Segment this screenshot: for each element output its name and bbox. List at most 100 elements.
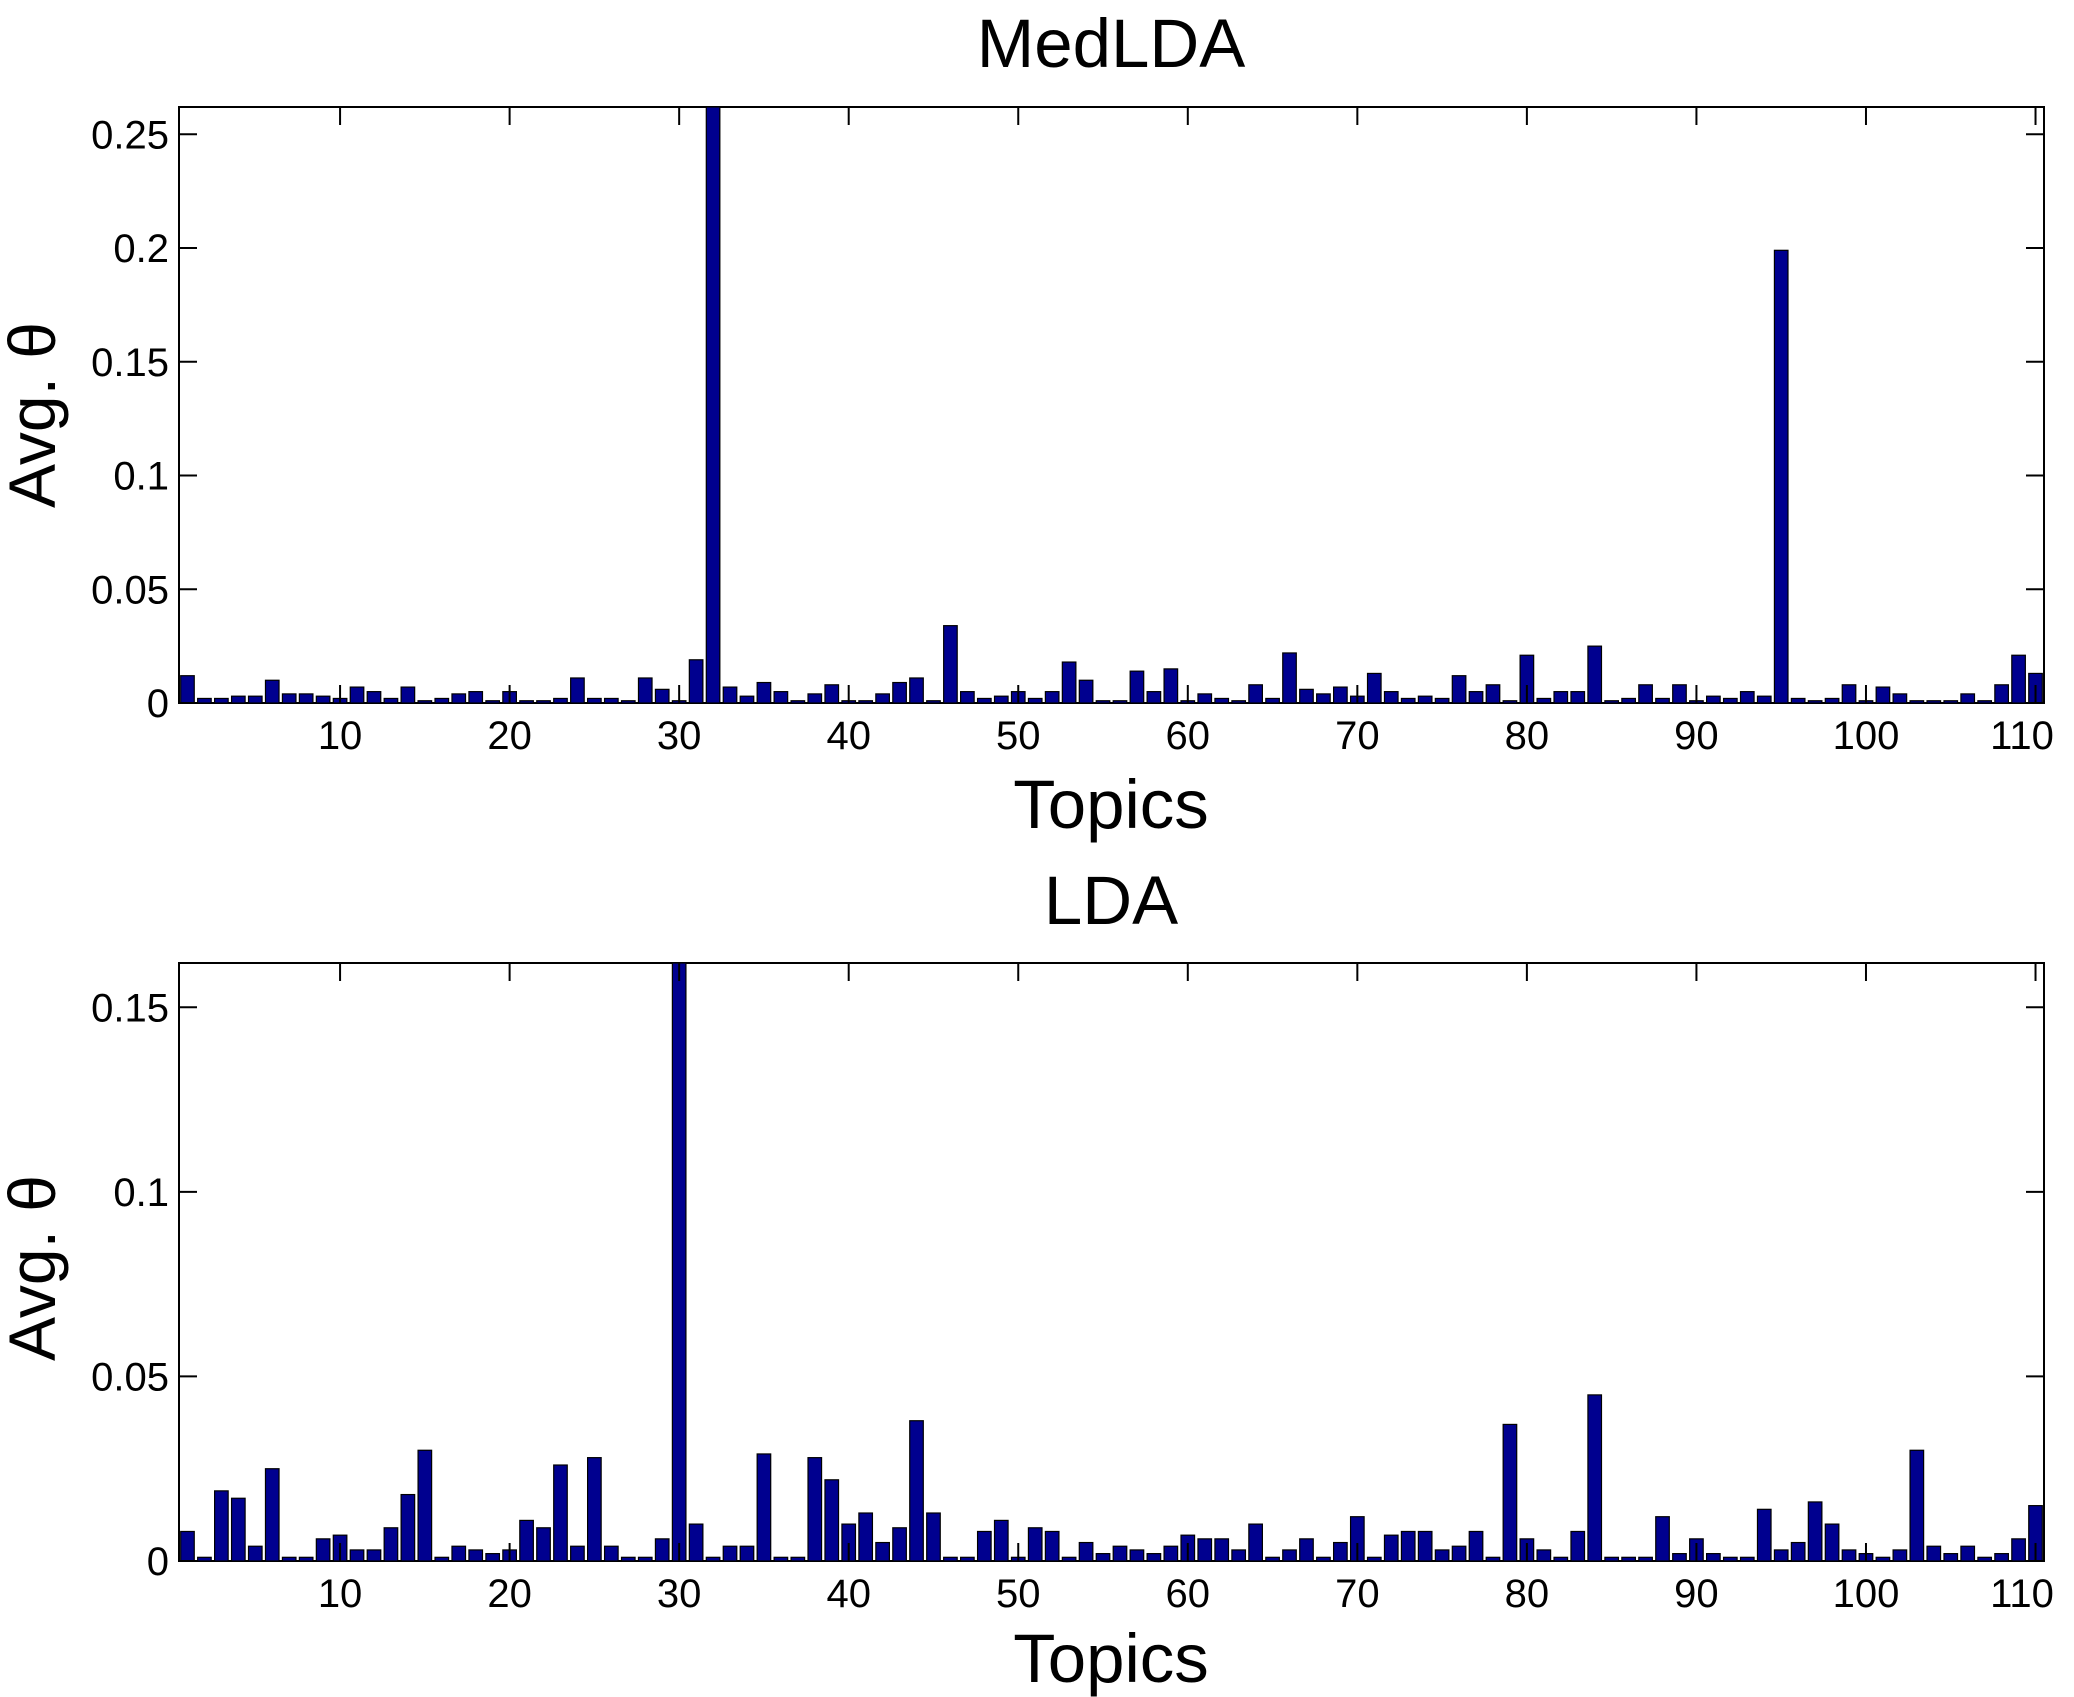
bar-topic-107: [1977, 700, 1993, 704]
bar-topic-58: [1146, 1553, 1162, 1562]
bar-topic-14: [400, 1493, 416, 1562]
bar-series: [180, 106, 2043, 704]
bar-topic-15: [417, 1449, 433, 1562]
bar-topic-63: [1231, 1549, 1247, 1562]
bar-topic-54: [1078, 679, 1094, 704]
bar-topic-97: [1807, 700, 1823, 704]
bar-topic-64: [1248, 1523, 1263, 1562]
bar-topic-92: [1722, 1556, 1738, 1562]
bar-topic-69: [1332, 686, 1348, 704]
x-tick-label: 90: [1674, 1572, 1719, 1616]
bar-topic-7: [281, 1556, 297, 1562]
bar-topic-3: [214, 1490, 229, 1562]
bar-topic-52: [1044, 691, 1060, 704]
bar-topic-95: [1773, 1549, 1789, 1562]
bar-topic-103: [1909, 700, 1925, 704]
bar-topic-75: [1434, 1549, 1450, 1562]
bar-topic-97: [1807, 1501, 1823, 1562]
bar-topic-83: [1570, 691, 1586, 704]
x-tick-label: 80: [1505, 1572, 1550, 1616]
bar-topic-66: [1282, 652, 1297, 704]
bar-topic-28: [637, 677, 653, 704]
bar-topic-35: [756, 1453, 772, 1562]
bar-topic-41: [858, 700, 874, 704]
bar-topic-92: [1722, 697, 1738, 704]
bar-topic-61: [1197, 693, 1213, 704]
bar-topic-109: [2011, 654, 2026, 704]
bar-topic-74: [1417, 1530, 1433, 1562]
x-axis-label: Topics: [1013, 1620, 1209, 1697]
bar-topic-89: [1672, 684, 1687, 704]
bar-topic-31: [688, 1523, 704, 1562]
chart-medlda: MedLDA Avg. θ Topics 10 20 30 40 50 60 70 80 90 1…: [0, 5, 2054, 843]
bar-topic-101: [1875, 1556, 1891, 1562]
y-tick-label: 0.25: [91, 113, 169, 157]
bar-topic-72: [1383, 1534, 1399, 1562]
bar-topic-12: [366, 1549, 382, 1562]
bar-topic-32: [705, 106, 721, 704]
bar-topic-48: [976, 1530, 992, 1562]
bar-topic-86: [1621, 1556, 1636, 1562]
bar-topic-91: [1705, 695, 1721, 704]
bar-topic-12: [366, 691, 382, 704]
bar-topic-34: [739, 695, 755, 704]
bar-topic-106: [1960, 693, 1976, 704]
bar-topic-32: [705, 1556, 721, 1562]
bar-topic-4: [230, 695, 246, 704]
bar-topic-2: [197, 697, 212, 704]
y-axis-ticks: 0 0.05 0.1 0.15: [91, 986, 2044, 1584]
bar-topic-64: [1248, 684, 1263, 704]
y-tick-label: 0.15: [91, 341, 169, 385]
bar-topic-83: [1570, 1530, 1586, 1562]
x-tick-label: 100: [1833, 1572, 1900, 1616]
bar-topic-24: [570, 677, 585, 704]
bar-topic-36: [773, 691, 789, 704]
bar-topic-71: [1366, 672, 1382, 704]
bar-topic-42: [875, 1541, 890, 1562]
bar-topic-103: [1909, 1449, 1925, 1562]
x-tick-label: 70: [1335, 1572, 1380, 1616]
bar-topic-11: [349, 1549, 365, 1562]
bar-topic-44: [909, 1420, 924, 1562]
bar-topic-28: [637, 1556, 653, 1562]
bar-topic-67: [1299, 1538, 1314, 1562]
bar-topic-62: [1214, 697, 1230, 704]
bar-topic-16: [434, 1556, 450, 1562]
bar-topic-22: [536, 1527, 551, 1562]
bar-topic-104: [1926, 1545, 1942, 1562]
bar-topic-13: [383, 1527, 399, 1562]
y-tick-label: 0: [147, 1540, 169, 1584]
bar-topic-21: [519, 700, 534, 704]
bar-topic-27: [620, 1556, 636, 1562]
plot-area: [178, 962, 2045, 1562]
x-axis-ticks: 10 20 30 40 50 60 70 80 90 100 110: [318, 107, 2054, 758]
bar-topic-87: [1638, 684, 1653, 704]
bar-topic-22: [536, 700, 551, 704]
bar-topic-88: [1655, 697, 1670, 704]
bar-topic-91: [1705, 1553, 1721, 1562]
x-tick-label: 10: [318, 714, 363, 758]
bar-topic-39: [824, 1479, 840, 1562]
x-tick-label: 100: [1833, 714, 1900, 758]
bar-topic-6: [264, 679, 280, 704]
bar-topic-33: [722, 686, 738, 704]
bar-topic-99: [1841, 684, 1857, 704]
bar-topic-3: [214, 697, 229, 704]
y-tick-label: 0.1: [113, 1171, 169, 1215]
y-axis-ticks: 0 0.05 0.1 0.15 0.2 0.25: [91, 113, 2044, 726]
bar-topic-108: [1994, 1553, 2009, 1562]
bar-topic-81: [1536, 697, 1552, 704]
bar-topic-38: [807, 693, 823, 704]
bar-topic-75: [1434, 697, 1450, 704]
bar-topic-49: [993, 695, 1009, 704]
bar-topic-42: [875, 693, 890, 704]
bar-topic-43: [892, 681, 907, 704]
bar-topic-101: [1875, 686, 1891, 704]
bar-topic-7: [281, 693, 297, 704]
bar-topic-13: [383, 697, 399, 704]
y-axis-label: Avg. θ: [0, 322, 69, 508]
x-tick-label: 110: [1990, 714, 2054, 758]
x-tick-label: 40: [826, 1572, 871, 1616]
bar-topic-14: [400, 686, 416, 704]
bar-topic-74: [1417, 695, 1433, 704]
